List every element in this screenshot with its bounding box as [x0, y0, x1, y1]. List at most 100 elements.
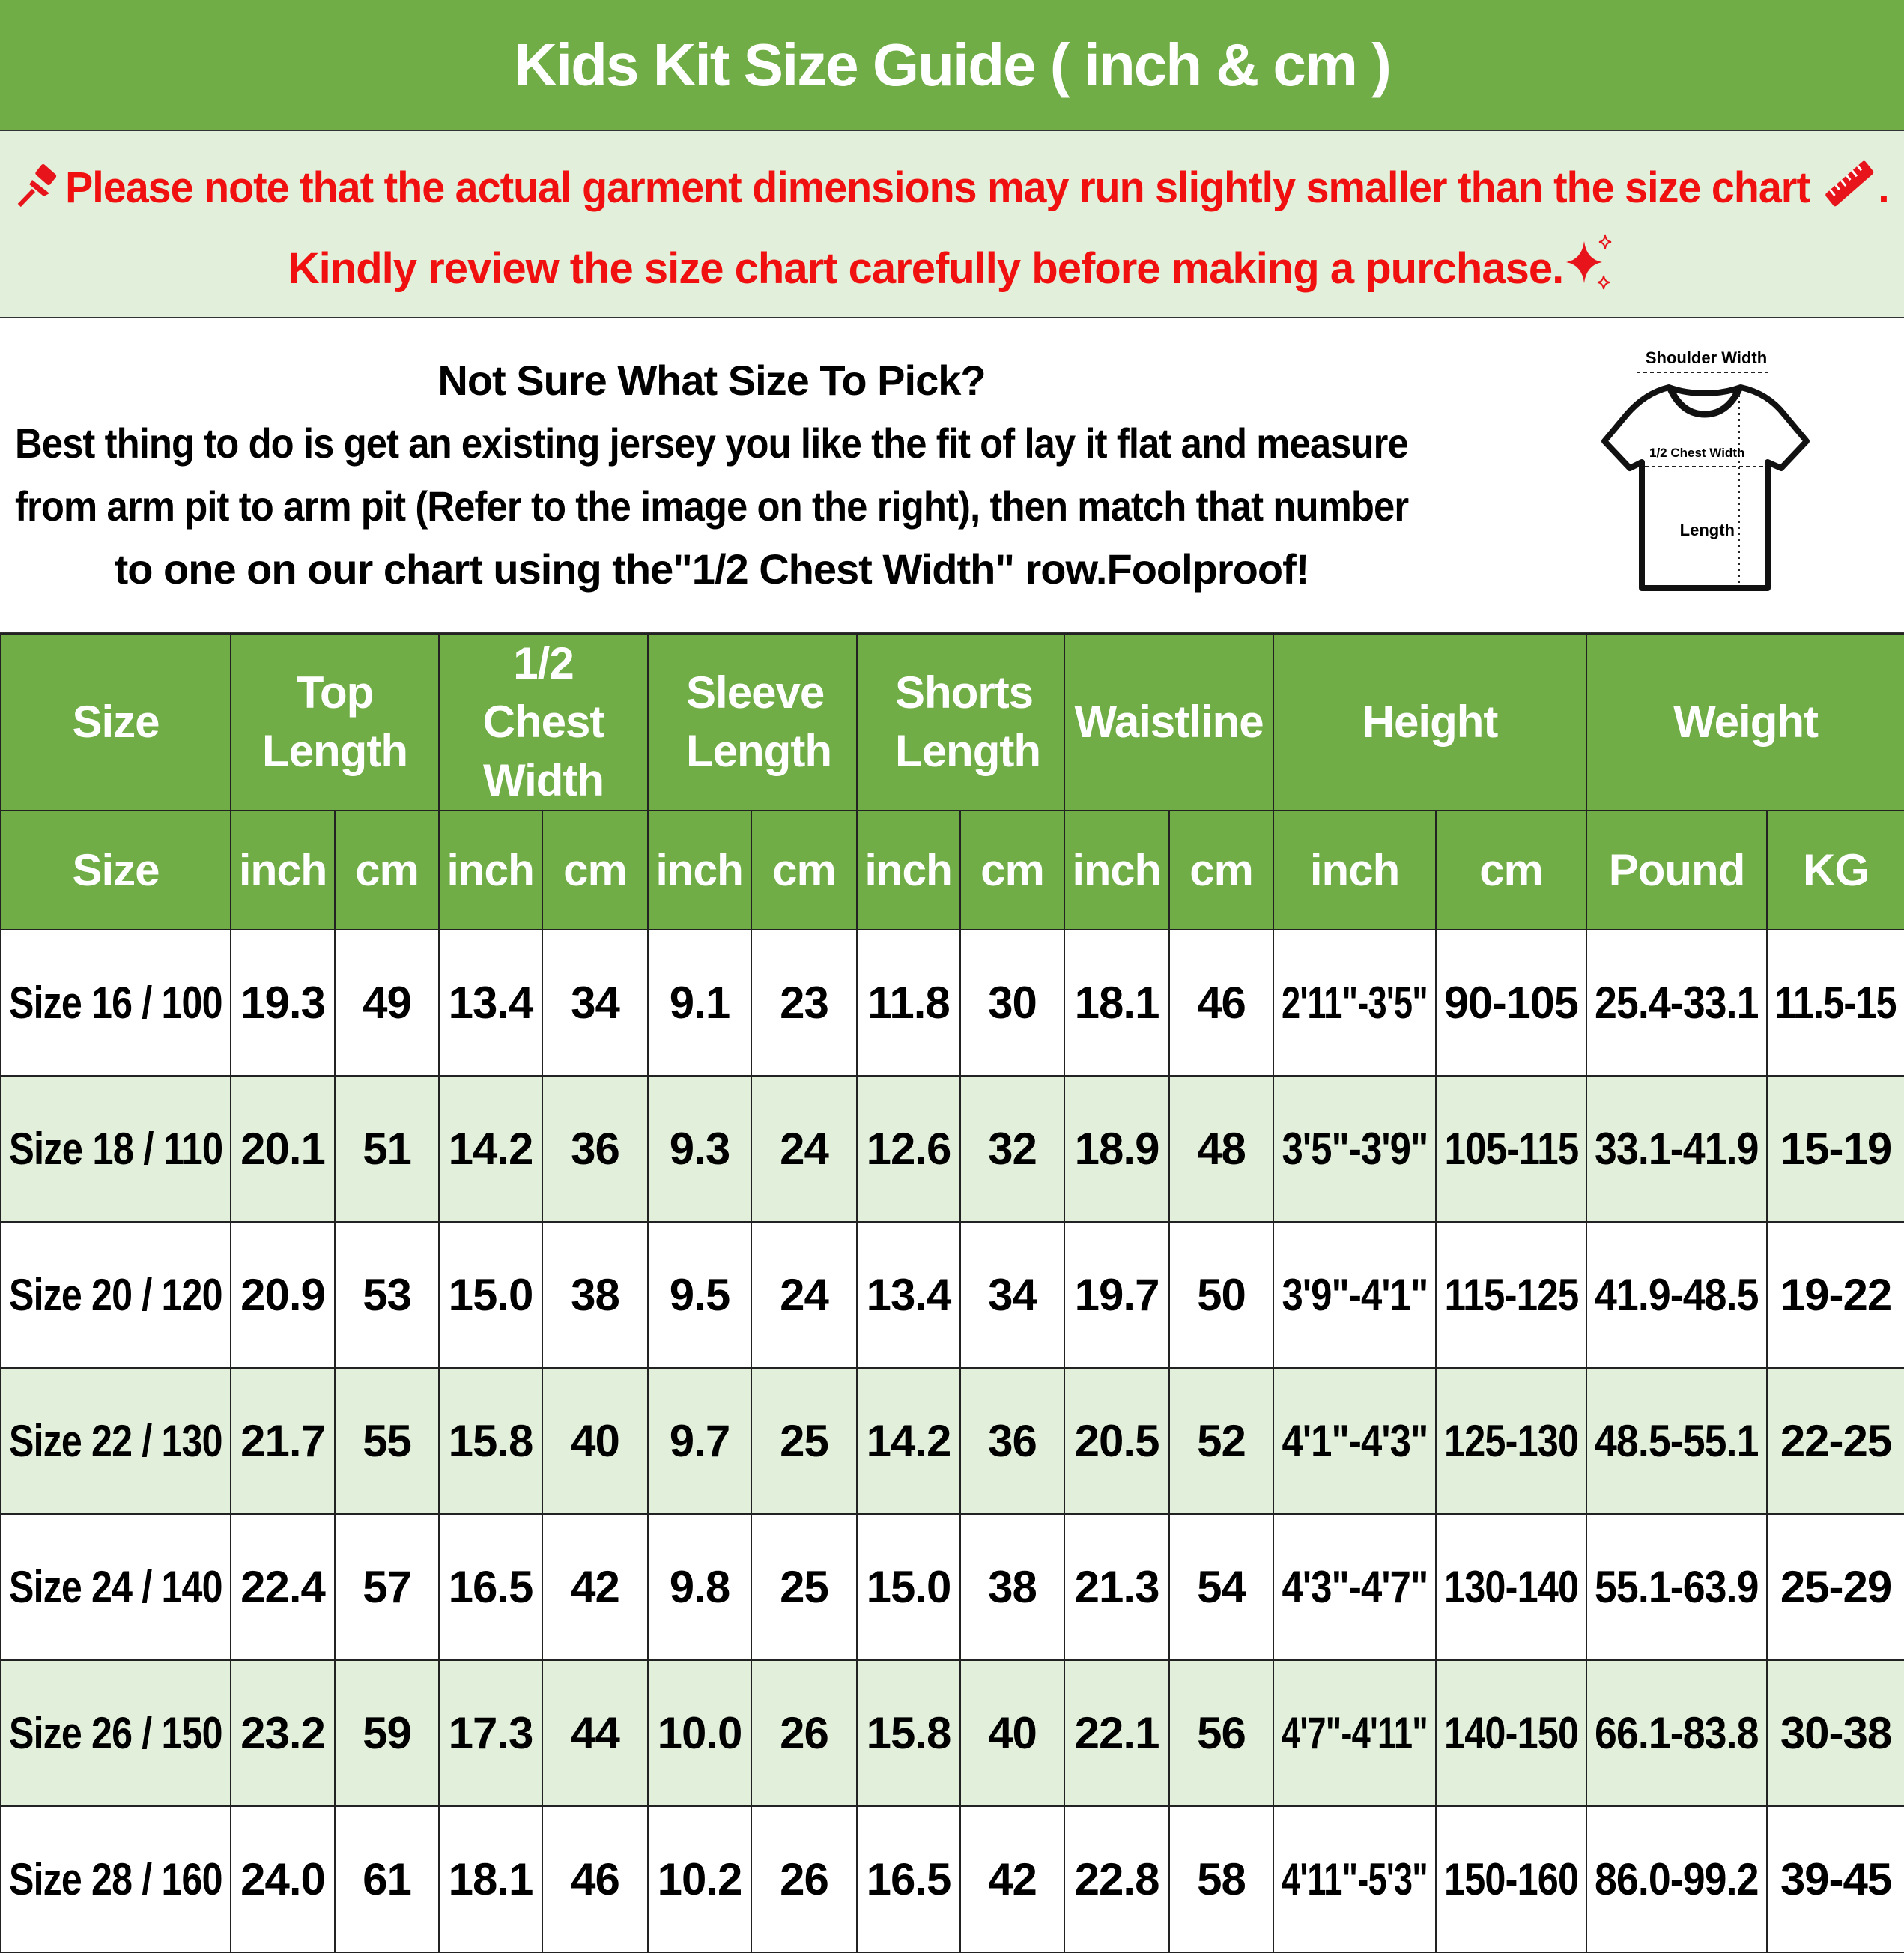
chest-width-label: 1/2 Chest Width — [1649, 446, 1744, 460]
table-cell: 39-45 — [1766, 1805, 1904, 1953]
table-cell: 33.1-41.9 — [1586, 1075, 1768, 1223]
table-cell: 17.3 — [438, 1659, 543, 1807]
table-cell: 26 — [751, 1805, 858, 1953]
header-cell: Size — [0, 633, 231, 811]
shoulder-width-label: Shoulder Width — [1646, 348, 1767, 367]
table-cell: 56 — [1168, 1659, 1275, 1807]
table-cell: 61 — [334, 1805, 440, 1953]
table-cell: 34 — [959, 1221, 1066, 1369]
header-cell: 1/2 Chest Width — [437, 633, 649, 811]
table-cell: 20.9 — [230, 1221, 336, 1369]
unit-header-cell: inch — [438, 810, 543, 930]
length-label: Length — [1680, 521, 1735, 539]
table-cell: 57 — [334, 1513, 440, 1661]
size-cell: Size 22 / 130 — [0, 1367, 231, 1515]
table-cell: 34 — [541, 929, 649, 1077]
table-cell: 4'11"-5'3" — [1273, 1805, 1437, 1953]
table-row: Size 28 / 160 24.0 61 18.1 46 10.2 26 16.5 42 22.… — [0, 1805, 1904, 1953]
size-cell: Size 20 / 120 — [0, 1221, 231, 1369]
table-cell: 16.5 — [856, 1805, 962, 1953]
table-cell: 50 — [1168, 1221, 1275, 1369]
table-cell: 44 — [541, 1659, 649, 1807]
table-cell: 15.8 — [438, 1367, 543, 1515]
size-cell: Size 24 / 140 — [0, 1513, 231, 1661]
table-cell: 4'3"-4'7" — [1273, 1513, 1437, 1661]
table-cell: 22.4 — [230, 1513, 336, 1661]
table-cell: 20.5 — [1064, 1367, 1171, 1515]
table-cell: 130-140 — [1435, 1513, 1588, 1661]
table-cell: 11.5-15 — [1766, 929, 1904, 1077]
table-cell: 38 — [541, 1221, 649, 1369]
unit-header-cell: inch — [647, 810, 753, 930]
table-cell: 9.5 — [647, 1221, 753, 1369]
header-cell: Waistline — [1064, 633, 1275, 811]
size-cell: Size 18 / 110 — [0, 1075, 231, 1223]
table-cell: 42 — [541, 1513, 649, 1661]
header-cell: Sleeve Length — [647, 633, 858, 811]
table-cell: 22.1 — [1064, 1659, 1171, 1807]
size-cell: Size 16 / 100 — [0, 929, 231, 1077]
table-cell: 51 — [334, 1075, 440, 1223]
size-chart-table: Size Top Length 1/2 Chest Width Sleeve L… — [0, 633, 1904, 1953]
notice-banner: Please note that the actual garment dime… — [0, 131, 1904, 318]
table-cell: 46 — [541, 1805, 649, 1953]
unit-header-cell: inch — [230, 810, 336, 930]
group-header-row: Size Top Length 1/2 Chest Width Sleeve L… — [0, 633, 1904, 811]
advice-line-1: Best thing to do is get an existing jers… — [15, 419, 1409, 467]
table-cell: 14.2 — [438, 1075, 543, 1223]
table-cell: 21.3 — [1064, 1513, 1171, 1661]
table-cell: 22-25 — [1766, 1367, 1904, 1515]
table-cell: 58 — [1168, 1805, 1275, 1953]
table-cell: 86.0-99.2 — [1586, 1805, 1768, 1953]
table-cell: 26 — [751, 1659, 858, 1807]
unit-header-cell: KG — [1766, 810, 1904, 930]
unit-header-cell: cm — [1435, 810, 1588, 930]
table-cell: 40 — [541, 1367, 649, 1515]
size-cell: Size 26 / 150 — [0, 1659, 231, 1807]
table-cell: 25.4-33.1 — [1586, 929, 1768, 1077]
table-cell: 20.1 — [230, 1075, 336, 1223]
table-cell: 40 — [959, 1659, 1066, 1807]
table-cell: 66.1-83.8 — [1586, 1659, 1768, 1807]
table-cell: 30-38 — [1766, 1659, 1904, 1807]
table-cell: 24 — [751, 1075, 858, 1223]
table-cell: 19.7 — [1064, 1221, 1171, 1369]
unit-header-cell: inch — [856, 810, 962, 930]
pushpin-icon — [15, 163, 65, 212]
table-cell: 9.8 — [647, 1513, 753, 1661]
unit-header-cell: inch — [1064, 810, 1171, 930]
table-cell: 90-105 — [1435, 929, 1588, 1077]
table-cell: 22.8 — [1064, 1805, 1171, 1953]
table-cell: 10.0 — [647, 1659, 753, 1807]
table-cell: 59 — [334, 1659, 440, 1807]
table-cell: 18.9 — [1064, 1075, 1171, 1223]
table-cell: 19.3 — [230, 929, 336, 1077]
table-cell: 150-160 — [1435, 1805, 1588, 1953]
table-cell: 13.4 — [856, 1221, 962, 1369]
table-cell: 9.3 — [647, 1075, 753, 1223]
notice-line-1: Please note that the actual garment dime… — [0, 145, 1904, 224]
table-cell: 140-150 — [1435, 1659, 1588, 1807]
table-cell: 55.1-63.9 — [1586, 1513, 1768, 1661]
table-cell: 24.0 — [230, 1805, 336, 1953]
unit-header-cell: cm — [959, 810, 1066, 930]
unit-header-row: Size inch cm inch cm inch cm inch cm inch cm inch cm… — [0, 810, 1904, 930]
header-cell: Shorts Length — [856, 633, 1066, 811]
unit-header-cell: cm — [541, 810, 649, 930]
table-cell: 42 — [959, 1805, 1066, 1953]
sizing-advice-text: Not Sure What Size To Pick? Best thing t… — [0, 348, 1423, 600]
sizing-advice-section: Not Sure What Size To Pick? Best thing t… — [0, 318, 1904, 633]
table-cell: 4'1"-4'3" — [1273, 1367, 1437, 1515]
size-cell: Size 28 / 160 — [0, 1805, 231, 1953]
table-cell: 25-29 — [1766, 1513, 1904, 1661]
unit-header-cell: cm — [334, 810, 440, 930]
ruler-icon — [1821, 160, 1879, 212]
table-cell: 2'11"-3'5" — [1273, 929, 1437, 1077]
table-cell: 11.8 — [856, 929, 962, 1077]
unit-header-cell: cm — [1168, 810, 1275, 930]
table-row: Size 26 / 150 23.2 59 17.3 44 10.0 26 15.8 40 22.… — [0, 1659, 1904, 1807]
table-cell: 52 — [1168, 1367, 1275, 1515]
table-cell: 13.4 — [438, 929, 543, 1077]
unit-header-cell: Pound — [1586, 810, 1768, 930]
table-cell: 15.0 — [438, 1221, 543, 1369]
